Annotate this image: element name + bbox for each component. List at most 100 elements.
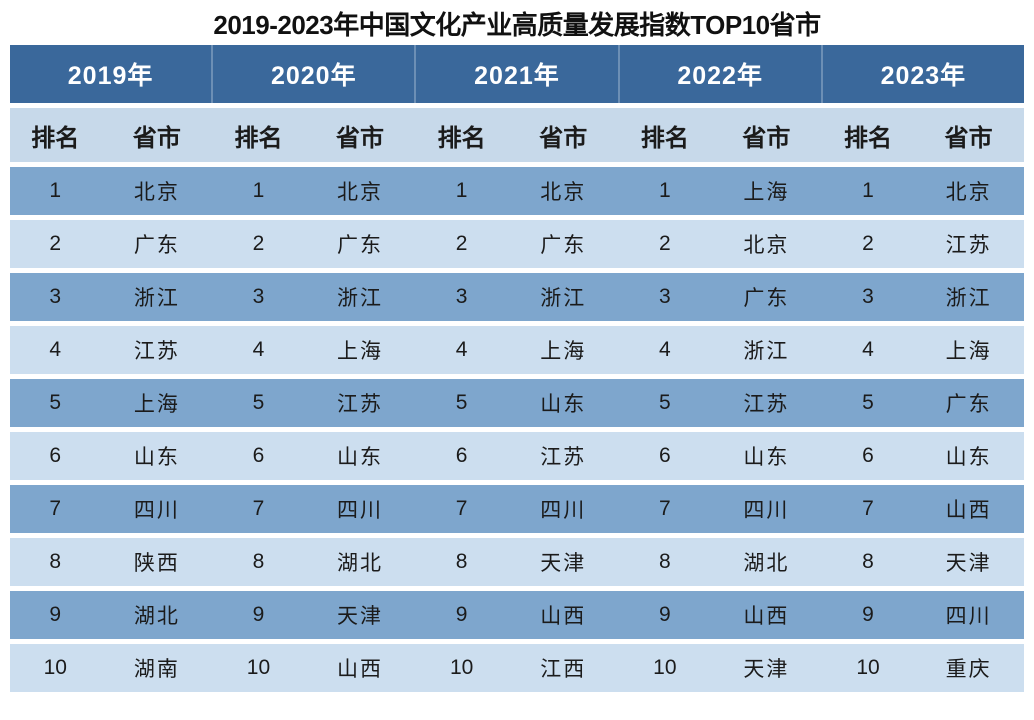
- province-cell: 天津: [710, 644, 823, 692]
- province-cell: 浙江: [710, 326, 823, 374]
- year-header-2019: 2019年: [10, 45, 214, 103]
- province-cell: 湖南: [100, 644, 214, 692]
- rank-cell: 5: [213, 379, 304, 427]
- rank-cell: 9: [213, 591, 304, 639]
- rank-column-header: 排名: [213, 108, 304, 162]
- rank-column-header: 排名: [416, 108, 507, 162]
- province-cell: 北京: [710, 220, 823, 268]
- province-cell: 广东: [303, 220, 417, 268]
- province-cell: 四川: [710, 485, 823, 533]
- province-cell: 上海: [710, 167, 823, 215]
- province-cell: 湖北: [710, 538, 823, 586]
- rank-cell: 7: [822, 485, 914, 533]
- rank-cell: 7: [10, 485, 101, 533]
- province-cell: 浙江: [303, 273, 417, 321]
- province-cell: 陕西: [100, 538, 214, 586]
- rank-cell: 1: [10, 167, 101, 215]
- rank-cell: 6: [416, 432, 507, 480]
- province-cell: 浙江: [913, 273, 1024, 321]
- rank-cell: 9: [619, 591, 711, 639]
- province-cell: 广东: [100, 220, 214, 268]
- rank-cell: 8: [822, 538, 914, 586]
- table-row: 6 山东 6 山东 6 江苏 6 山东 6 山东: [10, 432, 1024, 480]
- rank-cell: 4: [619, 326, 711, 374]
- rank-cell: 3: [213, 273, 304, 321]
- rank-cell: 1: [619, 167, 711, 215]
- year-header-2021: 2021年: [416, 45, 620, 103]
- table-row: 4 江苏 4 上海 4 上海 4 浙江 4 上海: [10, 326, 1024, 374]
- province-column-header: 省市: [506, 108, 620, 162]
- rank-cell: 3: [822, 273, 914, 321]
- province-cell: 天津: [913, 538, 1024, 586]
- rank-cell: 1: [416, 167, 507, 215]
- province-cell: 上海: [100, 379, 214, 427]
- rank-cell: 1: [213, 167, 304, 215]
- rank-cell: 9: [822, 591, 914, 639]
- subheader-row: 排名 省市 排名 省市 排名 省市 排名 省市 排名 省市: [10, 108, 1024, 162]
- province-cell: 江苏: [303, 379, 417, 427]
- table-row: 5 上海 5 江苏 5 山东 5 江苏 5 广东: [10, 379, 1024, 427]
- ranking-table: 2019年 2020年 2021年 2022年 2023年 排名 省市 排名 省…: [10, 40, 1024, 697]
- province-cell: 上海: [913, 326, 1024, 374]
- province-cell: 江苏: [710, 379, 823, 427]
- rank-cell: 9: [416, 591, 507, 639]
- rank-cell: 2: [10, 220, 101, 268]
- province-cell: 山西: [710, 591, 823, 639]
- province-cell: 四川: [506, 485, 620, 533]
- rank-cell: 4: [213, 326, 304, 374]
- province-cell: 四川: [100, 485, 214, 533]
- rank-cell: 3: [10, 273, 101, 321]
- rank-cell: 4: [416, 326, 507, 374]
- table-row: 8 陕西 8 湖北 8 天津 8 湖北 8 天津: [10, 538, 1024, 586]
- rank-cell: 10: [213, 644, 304, 692]
- province-cell: 北京: [100, 167, 214, 215]
- rank-cell: 9: [10, 591, 101, 639]
- province-cell: 山东: [506, 379, 620, 427]
- rank-cell: 3: [619, 273, 711, 321]
- rank-column-header: 排名: [822, 108, 914, 162]
- province-cell: 四川: [303, 485, 417, 533]
- rank-cell: 5: [822, 379, 914, 427]
- table-row: 7 四川 7 四川 7 四川 7 四川 7 山西: [10, 485, 1024, 533]
- province-cell: 广东: [710, 273, 823, 321]
- province-cell: 上海: [506, 326, 620, 374]
- rank-cell: 2: [416, 220, 507, 268]
- rank-cell: 10: [822, 644, 914, 692]
- province-cell: 广东: [506, 220, 620, 268]
- province-column-header: 省市: [303, 108, 417, 162]
- table-row: 9 湖北 9 天津 9 山西 9 山西 9 四川: [10, 591, 1024, 639]
- province-cell: 广东: [913, 379, 1024, 427]
- province-cell: 上海: [303, 326, 417, 374]
- table-row: 2 广东 2 广东 2 广东 2 北京 2 江苏: [10, 220, 1024, 268]
- province-cell: 江西: [506, 644, 620, 692]
- rank-cell: 4: [10, 326, 101, 374]
- rank-cell: 2: [822, 220, 914, 268]
- rank-cell: 7: [213, 485, 304, 533]
- year-header-2020: 2020年: [213, 45, 417, 103]
- rank-cell: 2: [619, 220, 711, 268]
- province-column-header: 省市: [913, 108, 1024, 162]
- rank-cell: 6: [10, 432, 101, 480]
- province-cell: 湖北: [303, 538, 417, 586]
- rank-column-header: 排名: [619, 108, 711, 162]
- rank-cell: 8: [619, 538, 711, 586]
- rank-cell: 8: [213, 538, 304, 586]
- province-cell: 湖北: [100, 591, 214, 639]
- province-cell: 浙江: [506, 273, 620, 321]
- rank-cell: 10: [416, 644, 507, 692]
- rank-column-header: 排名: [10, 108, 101, 162]
- year-header-2022: 2022年: [619, 45, 823, 103]
- rank-cell: 8: [10, 538, 101, 586]
- rank-cell: 10: [10, 644, 101, 692]
- province-column-header: 省市: [100, 108, 214, 162]
- province-cell: 山东: [913, 432, 1024, 480]
- page-title: 2019-2023年中国文化产业高质量发展指数TOP10省市: [213, 10, 821, 40]
- year-header-row: 2019年 2020年 2021年 2022年 2023年: [10, 45, 1024, 103]
- province-cell: 北京: [506, 167, 620, 215]
- rank-cell: 3: [416, 273, 507, 321]
- province-cell: 江苏: [913, 220, 1024, 268]
- rank-cell: 1: [822, 167, 914, 215]
- rank-cell: 5: [619, 379, 711, 427]
- province-cell: 北京: [303, 167, 417, 215]
- rank-cell: 8: [416, 538, 507, 586]
